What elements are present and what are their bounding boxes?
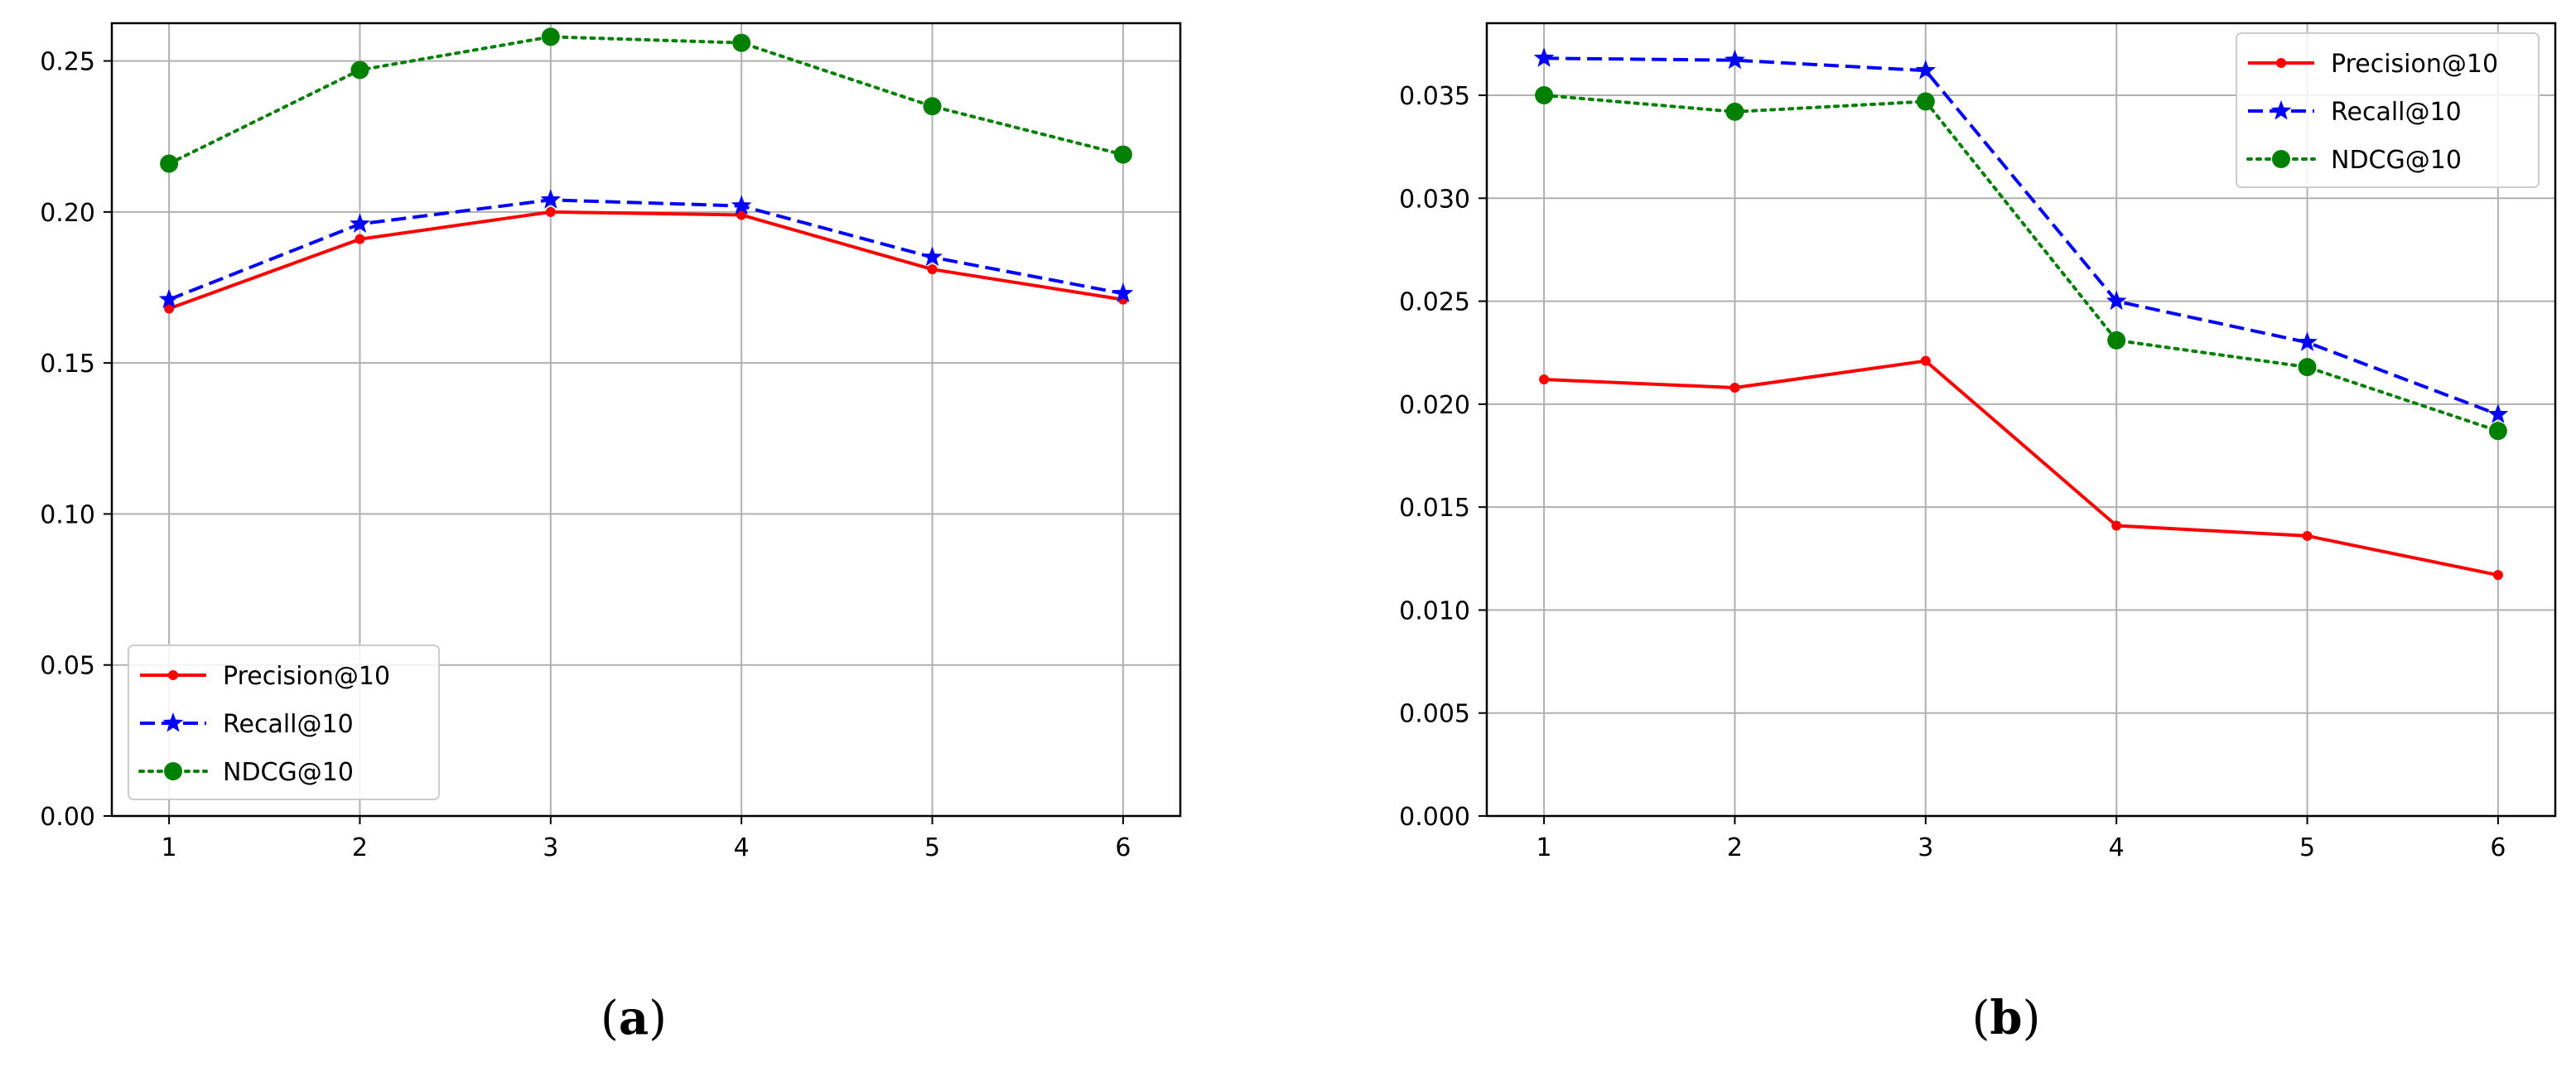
y-tick-label: 0.035	[1399, 82, 1470, 111]
legend-a: Precision@10 Recall@10 NDCG@10	[128, 645, 440, 800]
legend-label: Recall@10	[2331, 98, 2462, 127]
axes-frame	[110, 22, 1182, 818]
data-point	[1535, 86, 1554, 104]
data-point	[350, 60, 369, 80]
legend-marker	[164, 762, 182, 780]
data-point	[355, 234, 365, 244]
y-tick-label: 0.000	[1399, 803, 1470, 832]
x-tick-label: 4	[2109, 833, 2125, 862]
legend-label: Precision@10	[2331, 50, 2498, 79]
legend-marker	[162, 712, 184, 732]
data-point	[1915, 60, 1937, 80]
panel-label-a: (a)	[601, 991, 667, 1045]
legend-label: NDCG@10	[2331, 146, 2462, 175]
y-tick-label: 0.05	[40, 652, 95, 681]
series-line	[1544, 56, 2499, 417]
data-point	[923, 97, 942, 116]
y-tick-label: 0.25	[40, 48, 95, 77]
data-point	[350, 213, 370, 233]
data-point	[731, 195, 752, 215]
series-recall-at-10	[1533, 47, 2509, 423]
data-point	[1920, 355, 1931, 366]
legend-b: Precision@10 Recall@10 NDCG@10	[2236, 32, 2540, 188]
axes-frame	[1485, 22, 2557, 818]
data-point	[2492, 570, 2503, 581]
data-point	[2297, 331, 2318, 351]
series-line	[167, 35, 1125, 166]
series-line	[1544, 359, 2499, 577]
series-precision-at-10	[164, 206, 1128, 314]
panel-label-b: (b)	[1972, 991, 2041, 1045]
y-tick-label: 0.005	[1399, 700, 1470, 729]
x-tick-label: 6	[1115, 833, 1131, 862]
legend-box	[2236, 32, 2540, 188]
series-recall-at-10	[158, 189, 1134, 309]
data-point	[1725, 102, 1744, 121]
legend-marker	[2270, 100, 2292, 120]
y-tick-label: 0.20	[40, 199, 95, 228]
data-point	[1725, 49, 1745, 70]
series-ndcg-at-10	[160, 27, 1132, 173]
legend-label: Recall@10	[223, 710, 354, 739]
y-tick-label: 0.00	[40, 803, 95, 832]
data-point	[922, 246, 943, 267]
x-tick-label: 6	[2490, 833, 2506, 862]
chart-panel-b: 1 2 3 4 5 6 0.000 0.005 0.010 0.015 0.020 0.025 0.03…	[1399, 22, 2557, 862]
legend-marker	[168, 670, 178, 680]
data-point	[541, 27, 560, 46]
x-tick-label: 1	[162, 833, 177, 862]
data-point	[1916, 92, 1935, 111]
data-point	[1112, 282, 1134, 302]
x-tick-label: 5	[924, 833, 940, 862]
legend-label: Precision@10	[223, 662, 390, 691]
y-tick-label: 0.010	[1399, 596, 1470, 625]
x-tick-label: 2	[352, 833, 368, 862]
legend-marker	[2272, 150, 2290, 168]
series-precision-at-10	[1539, 355, 2503, 581]
data-point	[2487, 403, 2509, 423]
data-point	[1539, 374, 1550, 385]
data-point	[2488, 422, 2507, 441]
y-tick-label: 0.020	[1399, 391, 1470, 420]
data-point	[2111, 520, 2122, 531]
legend-label: NDCG@10	[223, 758, 354, 787]
legend-box	[128, 645, 440, 800]
data-point	[2298, 358, 2317, 377]
data-point	[160, 154, 179, 173]
x-tick-label: 3	[1918, 833, 1933, 862]
y-tick-label: 0.10	[40, 500, 95, 529]
data-point	[2106, 290, 2127, 311]
series-line	[168, 198, 1124, 302]
data-point	[2302, 530, 2313, 541]
data-point	[1113, 145, 1132, 164]
series-line	[1542, 94, 2500, 433]
data-point	[540, 189, 562, 209]
data-point	[927, 264, 938, 275]
x-tick-label: 2	[1727, 833, 1743, 862]
data-point	[1533, 47, 1555, 67]
data-point	[158, 288, 180, 309]
data-point	[164, 303, 175, 314]
series-ndcg-at-10	[1535, 86, 2507, 441]
y-tick-label: 0.030	[1399, 185, 1470, 214]
chart-panel-a: 1 2 3 4 5 6 0.00 0.05 0.10 0.15 0.20 0.25 Precision@…	[40, 22, 1182, 862]
y-tick-label: 0.015	[1399, 494, 1470, 523]
data-point	[736, 210, 747, 220]
data-point	[545, 206, 556, 217]
data-point	[732, 33, 751, 52]
legend-marker	[2276, 58, 2286, 68]
x-tick-label: 1	[1536, 833, 1552, 862]
data-point	[1729, 382, 1740, 393]
x-tick-label: 3	[543, 833, 558, 862]
x-tick-label: 4	[734, 833, 750, 862]
x-tick-label: 5	[2299, 833, 2315, 862]
y-tick-label: 0.15	[40, 350, 95, 379]
series-line	[168, 210, 1124, 311]
y-tick-label: 0.025	[1399, 288, 1470, 317]
data-point	[2107, 331, 2126, 350]
